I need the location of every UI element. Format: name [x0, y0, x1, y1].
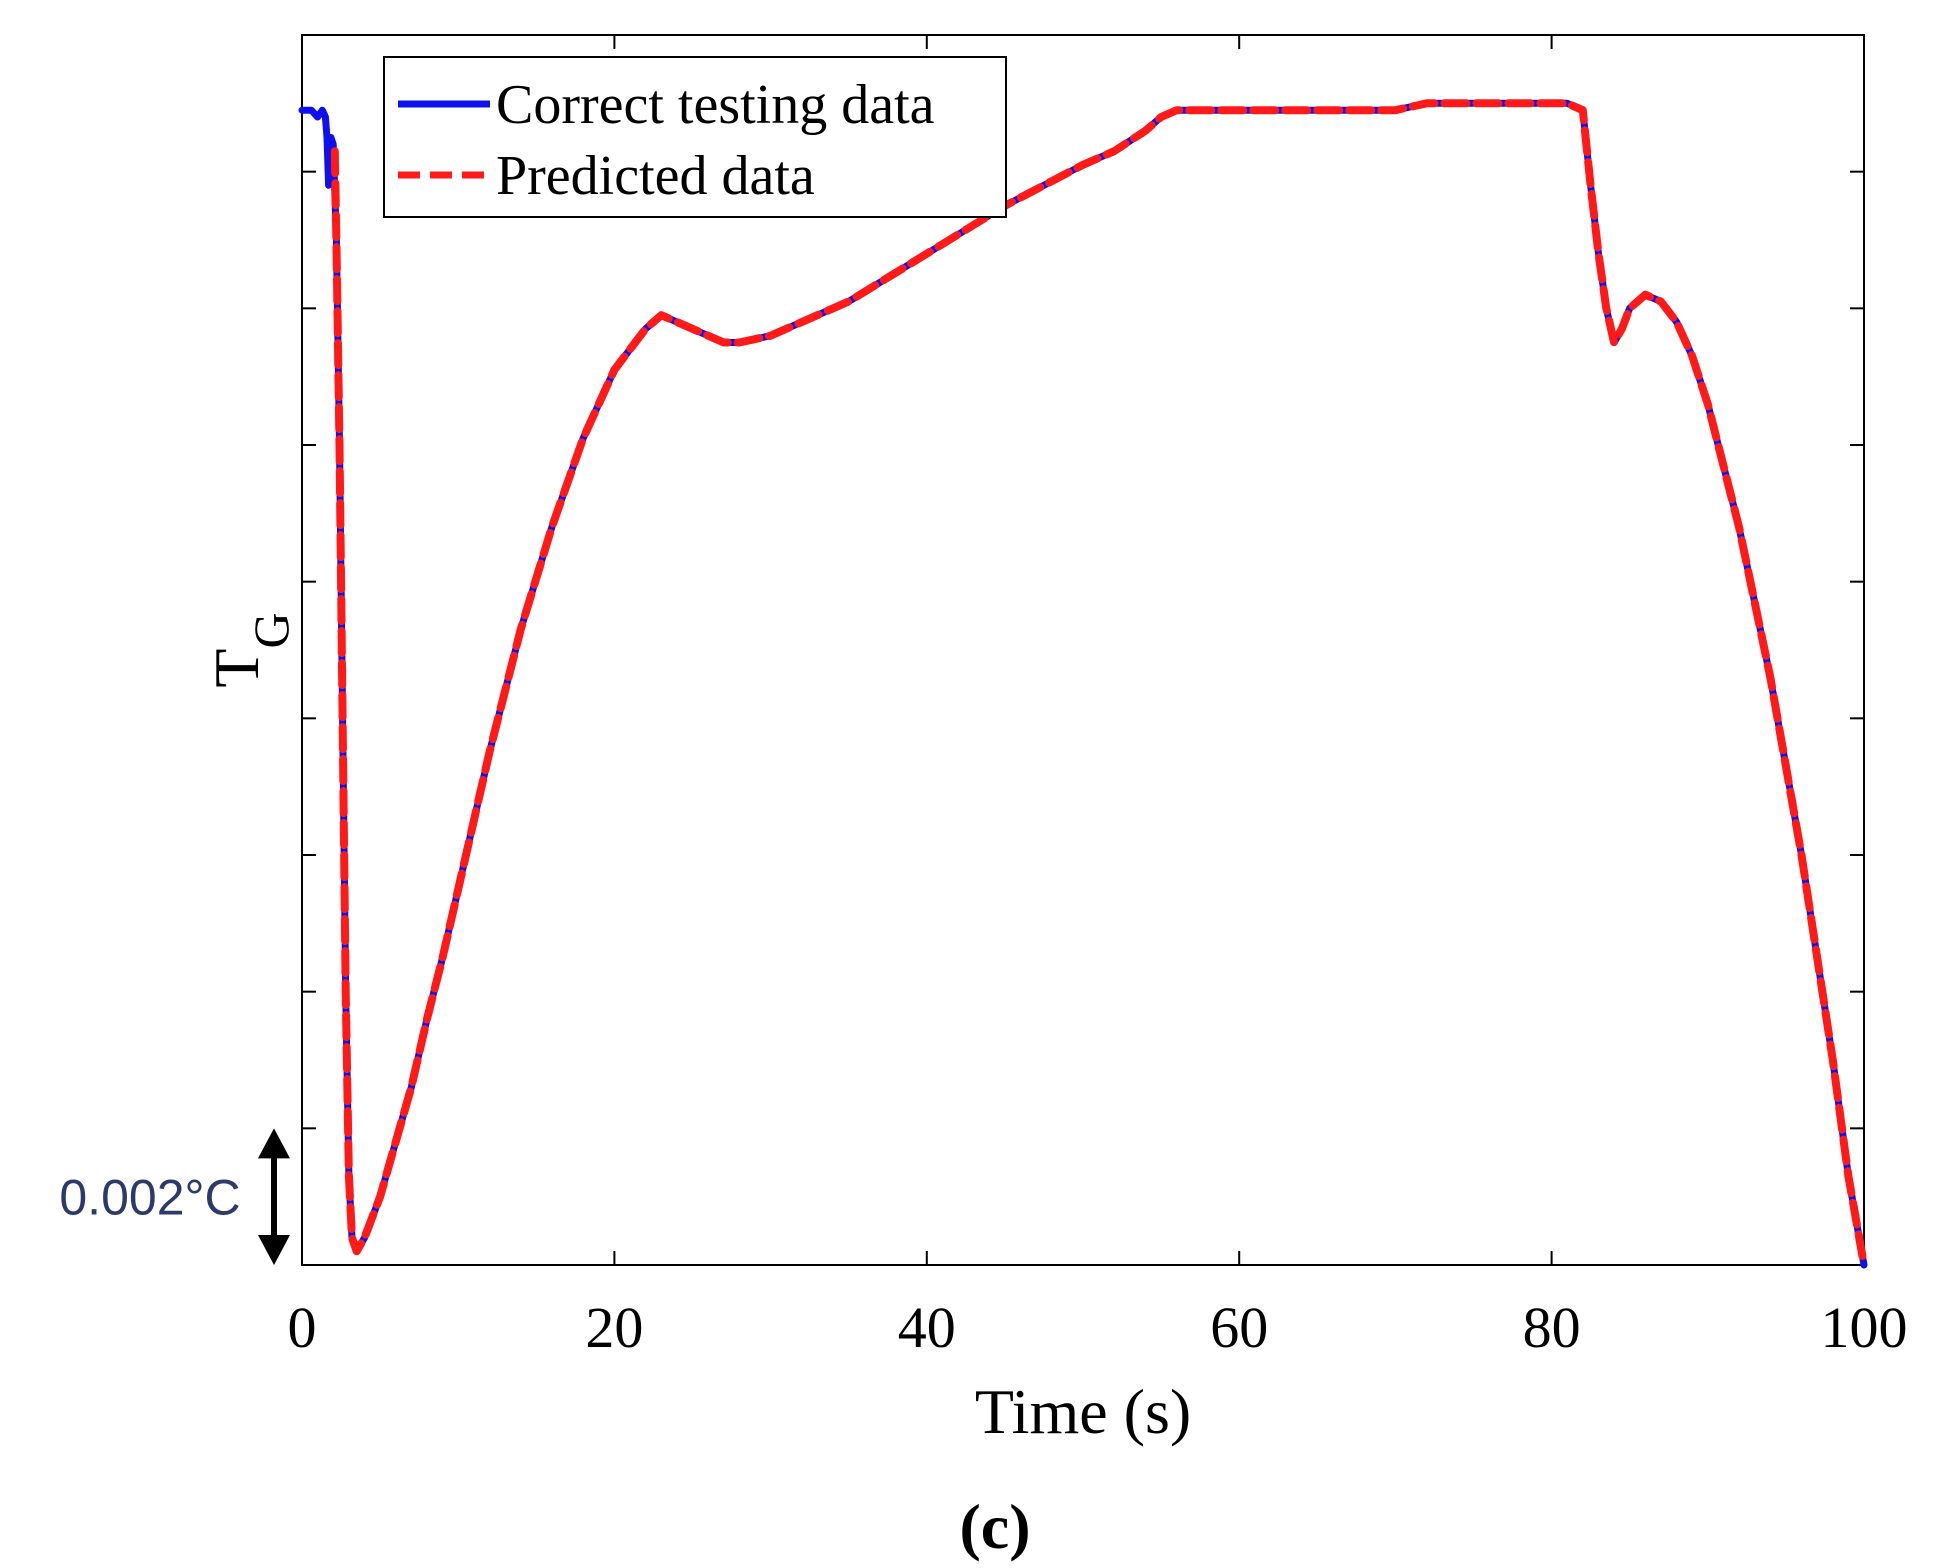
x-tick-label: 80	[1523, 1295, 1581, 1360]
scale-bar-arrow-up	[258, 1128, 290, 1159]
legend: Correct testing data Predicted data	[383, 56, 1007, 218]
y-axis-title: TG	[201, 612, 299, 687]
scale-bar-label: 0.002°C	[59, 1170, 240, 1226]
axes: 0 20 40 60 80 100	[288, 34, 1908, 1360]
legend-label-actual: Correct testing data	[496, 74, 935, 136]
x-tick-label: 40	[898, 1295, 956, 1360]
scale-bar: 0.002°C	[59, 1128, 290, 1265]
scale-bar-arrow-down	[258, 1235, 290, 1265]
legend-box	[383, 56, 1007, 218]
figure-caption: (c)	[959, 1491, 1030, 1562]
plot-frame	[301, 34, 1865, 1266]
y-ticks	[302, 170, 1864, 1130]
series	[298, 99, 1868, 1269]
y-axis-title-main: T	[201, 649, 272, 688]
x-tick-label: 0	[288, 1295, 317, 1360]
series-line-correct-testing-data	[298, 99, 1868, 1269]
x-tick-label: 60	[1210, 1295, 1268, 1360]
x-tick-label: 100	[1821, 1295, 1908, 1360]
x-tick-label: 20	[585, 1295, 643, 1360]
svg-text:TG: TG	[201, 612, 299, 687]
legend-label-predicted: Predicted data	[496, 145, 815, 207]
y-axis-title-subscript: G	[243, 612, 299, 648]
x-axis-title: Time (s)	[975, 1376, 1191, 1447]
x-ticks: 0 20 40 60 80 100	[288, 35, 1908, 1360]
series-line-predicted-data	[330, 99, 1868, 1269]
